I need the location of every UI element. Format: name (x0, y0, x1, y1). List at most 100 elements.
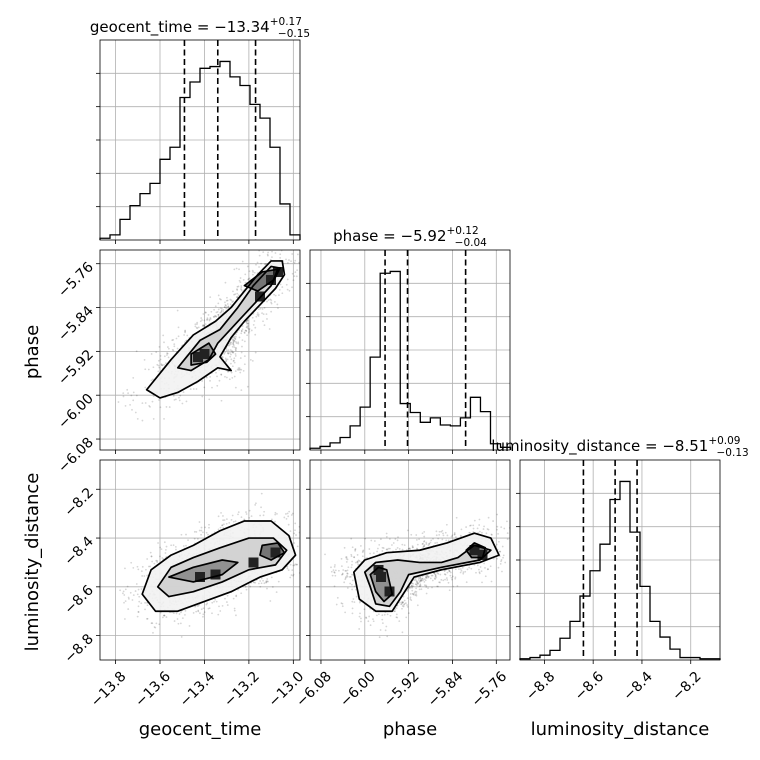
sample-point (248, 328, 251, 331)
sample-point (248, 516, 251, 519)
sample-point (351, 546, 354, 549)
sample-point (330, 570, 333, 573)
sample-point (238, 368, 241, 371)
sample-point (157, 364, 160, 367)
sample-point (241, 260, 244, 263)
sample-point (243, 518, 246, 521)
ylabel-phase: phase (22, 325, 43, 379)
sample-point (194, 605, 197, 608)
sample-point (229, 343, 232, 346)
sample-point (221, 356, 224, 358)
sample-point (220, 309, 223, 312)
sample-point (448, 589, 451, 592)
sample-point (224, 281, 227, 284)
sample-point (260, 577, 263, 580)
sample-point (138, 595, 141, 598)
hist-panel-geocent-time (96, 39, 301, 241)
sample-point (152, 378, 154, 381)
sample-point (426, 576, 429, 579)
sample-point (415, 579, 418, 582)
sample-point (306, 277, 308, 279)
sample-point (245, 513, 248, 515)
sample-point (382, 547, 385, 549)
sample-point (163, 417, 165, 420)
sample-point (498, 550, 501, 553)
sample-point (446, 534, 449, 537)
sample-point (486, 568, 489, 571)
sample-point (415, 587, 418, 590)
sample-point (233, 357, 236, 360)
sample-point (159, 546, 162, 549)
sample-point (246, 265, 249, 268)
sample-point (430, 539, 433, 542)
sample-point (350, 553, 353, 556)
sample-point (155, 559, 158, 562)
sample-point (217, 613, 220, 616)
sample-point (341, 573, 343, 576)
sample-point (173, 345, 176, 348)
sample-point (211, 386, 213, 389)
sample-point (128, 597, 130, 600)
sample-point (215, 315, 217, 318)
histogram-luminosity-distance (519, 480, 721, 660)
sample-point (207, 533, 209, 536)
sample-point (500, 559, 503, 561)
sample-point (144, 608, 146, 611)
sample-point (411, 586, 413, 589)
sample-point (411, 592, 414, 595)
sample-point (500, 560, 502, 563)
sample-point (201, 380, 204, 382)
sample-point (147, 565, 150, 568)
sample-point (209, 318, 212, 320)
sample-point (351, 573, 353, 576)
sample-point (248, 327, 251, 330)
sample-point (152, 631, 154, 634)
sample-point (159, 611, 162, 614)
sample-point (417, 582, 419, 584)
sample-point (205, 376, 208, 379)
sample-point (236, 289, 239, 291)
sample-point (222, 519, 224, 522)
sample-point (340, 565, 343, 568)
sample-point (303, 554, 305, 556)
sample-point (260, 262, 263, 265)
sample-point (291, 569, 294, 572)
sample-point (351, 612, 354, 615)
y-tick-label: −8.4 (61, 534, 96, 569)
sample-point (403, 602, 406, 605)
sample-point (271, 256, 273, 259)
sample-point (351, 560, 354, 563)
sample-point (395, 607, 398, 609)
sample-point (478, 530, 481, 533)
sample-point (443, 573, 446, 576)
sample-point (301, 536, 303, 538)
sample-point (460, 569, 463, 572)
sample-point (473, 519, 476, 522)
sample-point (410, 599, 413, 602)
sample-point (222, 515, 224, 517)
sample-point (250, 329, 253, 332)
sample-point (217, 302, 220, 305)
sample-point (226, 303, 229, 305)
sample-point (285, 234, 287, 236)
sample-point (401, 601, 404, 604)
sample-point (271, 250, 273, 253)
sample-point (146, 558, 149, 560)
sample-point (213, 316, 216, 318)
sample-point (425, 584, 428, 587)
sample-point (379, 629, 382, 631)
sample-point (152, 395, 155, 398)
sample-point (391, 544, 393, 546)
sample-point (414, 594, 417, 597)
sample-point (246, 319, 249, 322)
sample-point (220, 373, 223, 376)
sample-point (392, 542, 395, 544)
sample-point (217, 313, 220, 316)
sample-point (229, 351, 231, 354)
sample-point (246, 326, 249, 329)
sample-point (194, 325, 197, 328)
sample-point (144, 386, 147, 389)
sample-point (233, 375, 236, 378)
sample-point (417, 583, 419, 585)
